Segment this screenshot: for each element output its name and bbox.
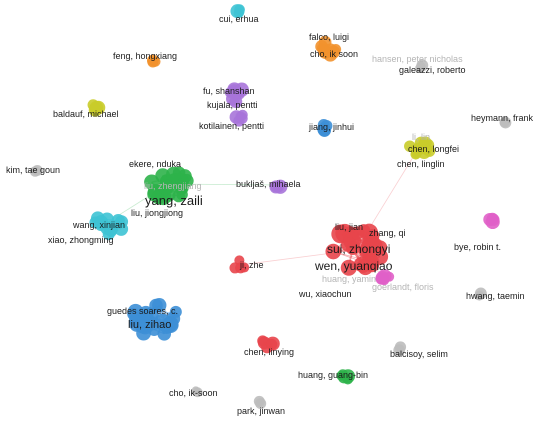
author-label: li, lin <box>412 132 430 142</box>
author-label: jiang, jinhui <box>308 122 354 132</box>
author-node[interactable] <box>29 166 41 177</box>
author-label: chen, longfei <box>408 144 459 154</box>
author-node[interactable] <box>325 243 342 260</box>
author-label: heymann, frank <box>471 113 534 123</box>
author-node[interactable] <box>158 179 174 195</box>
author-node[interactable] <box>147 323 161 336</box>
author-node[interactable] <box>324 43 337 56</box>
author-label: chen, linglin <box>397 159 445 169</box>
author-label: kujala, pentti <box>207 100 258 110</box>
author-node[interactable] <box>236 112 248 124</box>
author-label: zhang, qi <box>369 228 406 238</box>
author-label: ji, zhe <box>239 260 264 270</box>
author-node[interactable] <box>394 341 407 353</box>
author-label: falco, luigi <box>309 32 349 42</box>
author-label: kotilainen, pentti <box>199 121 264 131</box>
author-label: cui, erhua <box>219 14 259 24</box>
author-node[interactable] <box>157 327 172 341</box>
author-node[interactable] <box>340 259 357 276</box>
author-label: liu, jian <box>335 222 363 232</box>
author-label: chen, linying <box>244 347 294 357</box>
author-label: sui, zhongyi <box>327 242 390 256</box>
author-label: ekere, nduka <box>129 159 181 169</box>
node-layer <box>29 4 512 410</box>
author-node[interactable] <box>149 298 163 313</box>
author-node[interactable] <box>404 140 416 152</box>
author-node[interactable] <box>499 116 512 129</box>
author-label: kim, tae goun <box>6 165 60 175</box>
author-node[interactable] <box>337 369 349 381</box>
author-node[interactable] <box>474 287 487 300</box>
author-label: yang, zaili <box>145 193 203 208</box>
author-label: balcisoy, selim <box>390 349 448 359</box>
author-node[interactable] <box>255 397 267 410</box>
author-label: cho, ik-soon <box>169 388 218 398</box>
author-node[interactable] <box>235 262 247 274</box>
author-label: park, jinwan <box>237 406 285 416</box>
author-node[interactable] <box>364 254 380 270</box>
author-node[interactable] <box>318 124 331 137</box>
author-label: bye, robin t. <box>454 242 501 252</box>
author-node[interactable] <box>88 103 102 117</box>
author-node[interactable] <box>134 316 152 334</box>
author-label: liu, zhengjiang <box>144 181 202 191</box>
author-node[interactable] <box>166 166 181 182</box>
author-label: hwang, taemin <box>466 291 525 301</box>
edge-layer <box>34 42 494 380</box>
author-label: baldauf, michael <box>53 109 119 119</box>
author-node[interactable] <box>265 338 278 351</box>
author-node[interactable] <box>114 222 129 236</box>
author-node[interactable] <box>420 143 433 155</box>
author-node[interactable] <box>226 91 240 106</box>
author-label: goerlandt, floris <box>372 282 434 292</box>
author-label: wen, yuanqiao <box>314 259 393 273</box>
author-label: hansen, peter nicholas <box>372 54 463 64</box>
author-label: feng, hongxiang <box>113 51 177 61</box>
author-node[interactable] <box>105 225 118 238</box>
author-label: wu, xiaochun <box>298 289 352 299</box>
author-label: huang, yamin <box>322 274 376 284</box>
author-node[interactable] <box>487 213 500 226</box>
author-node[interactable] <box>416 59 429 72</box>
author-node[interactable] <box>269 180 283 194</box>
author-label: fu, shanshan <box>203 86 255 96</box>
author-node[interactable] <box>144 174 160 190</box>
label-layer: cui, erhua falco, luigi cho, ik soon han… <box>6 14 534 416</box>
author-label: xiao, zhongming <box>48 235 114 245</box>
author-label: huang, guang-bin <box>298 370 368 380</box>
author-label: guedes soares, c. <box>107 306 178 316</box>
author-label: liu, jiongjiong <box>131 208 183 218</box>
author-label: galeazzi, roberto <box>399 65 466 75</box>
author-label: wang, xinjian <box>72 220 125 230</box>
author-node[interactable] <box>410 148 422 160</box>
author-node[interactable] <box>350 226 364 240</box>
author-node[interactable] <box>191 386 200 395</box>
author-node[interactable] <box>377 269 392 284</box>
author-node[interactable] <box>175 180 189 194</box>
author-label: cho, ik soon <box>310 49 358 59</box>
author-label: liu, zihao <box>128 319 171 331</box>
author-label: bukljaš, mihaela <box>236 179 301 189</box>
author-node[interactable] <box>365 228 380 243</box>
author-node[interactable] <box>169 305 182 318</box>
author-node[interactable] <box>140 308 153 321</box>
author-node[interactable] <box>230 4 245 19</box>
author-node[interactable] <box>150 56 161 67</box>
